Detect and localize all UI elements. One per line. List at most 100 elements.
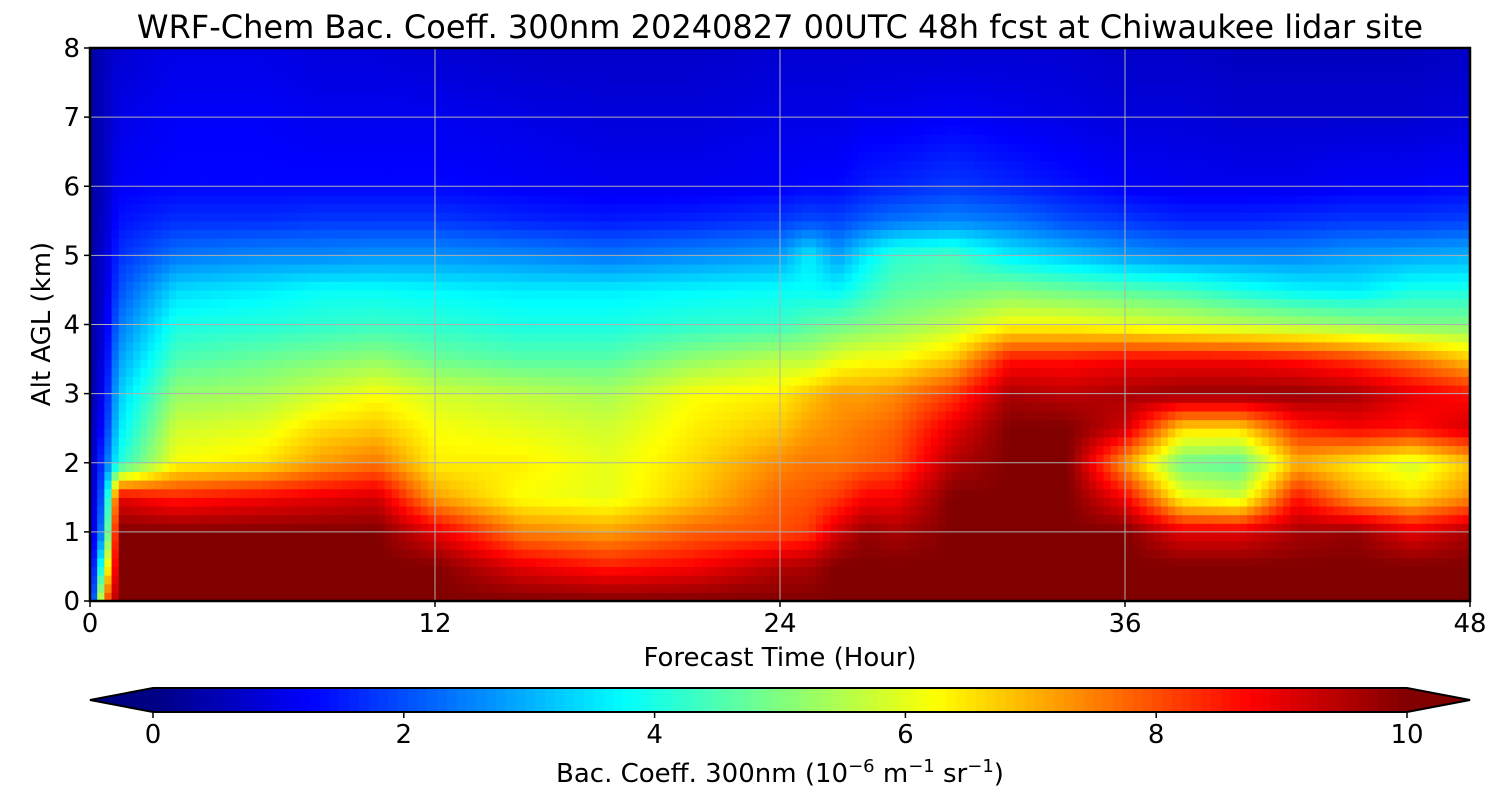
heatmap-cell [600,168,609,179]
heatmap-cell [406,238,415,248]
heatmap-cell [578,281,587,291]
heatmap-cell [255,289,264,300]
heatmap-cell [571,480,580,490]
heatmap-cell [327,177,335,187]
heatmap-cell [499,523,508,533]
heatmap-cell [147,315,156,326]
heatmap-cell [478,402,486,412]
heatmap-cell [399,505,407,516]
heatmap-cell [118,143,127,153]
heatmap-cell [219,333,228,343]
heatmap-cell [413,186,422,196]
heatmap-cell [334,359,343,369]
heatmap-cell [190,73,199,84]
heatmap-cell [298,315,307,326]
heatmap-cell [284,410,292,421]
heatmap-cell [391,428,400,438]
heatmap-cell [197,177,206,187]
heatmap-cell [593,229,601,239]
heatmap-cell [233,99,242,110]
heatmap-cell [233,359,242,369]
heatmap-cell [621,384,630,395]
heatmap-cell [427,298,436,308]
heatmap-cell [327,307,335,317]
heatmap-cell [276,99,285,110]
heatmap-cell [456,514,465,524]
heatmap-cell [363,65,371,75]
heatmap-cell [406,99,415,110]
heatmap-cell [420,514,429,524]
heatmap-cell [226,523,235,533]
heatmap-cell [269,531,278,542]
heatmap-cell [564,212,573,222]
heatmap-cell [269,220,278,231]
heatmap-cell [176,480,185,490]
heatmap-cell [499,514,508,524]
heatmap-cell [542,134,551,144]
heatmap-cell [463,160,472,170]
heatmap-cell [413,238,422,248]
heatmap-cell [449,531,458,542]
heatmap-cell [578,246,587,256]
heatmap-cell [97,281,105,291]
heatmap-cell [550,471,558,481]
heatmap-cell [255,488,264,498]
heatmap-cell [370,583,379,593]
heatmap-cell [176,238,185,248]
heatmap-cell [320,186,328,196]
heatmap-cell [442,143,450,153]
heatmap-cell [435,471,443,481]
heatmap-cell [262,298,271,308]
heatmap-cell [118,177,127,187]
heatmap-cell [514,402,522,412]
heatmap-cell [327,583,335,593]
heatmap-cell [327,298,335,308]
heatmap-cell [248,281,256,291]
heatmap-cell [298,73,307,84]
heatmap-cell [197,168,206,179]
heatmap-cell [327,350,335,360]
heatmap-cell [104,203,113,213]
heatmap-cell [341,557,350,568]
heatmap-cell [521,125,530,136]
heatmap-cell [413,160,422,170]
heatmap-cell [485,298,494,308]
heatmap-cell [240,212,249,222]
heatmap-cell [291,557,300,568]
heatmap-cell [370,557,379,568]
heatmap-cell [600,557,609,568]
heatmap-cell [571,350,580,360]
heatmap-cell [334,65,343,75]
heatmap-cell [478,143,486,153]
heatmap-cell [399,108,407,118]
heatmap-cell [276,575,285,585]
heatmap-cell [600,264,609,274]
heatmap-cell [176,315,185,326]
heatmap-cell [176,445,185,455]
heatmap-cell [355,255,364,265]
heatmap-cell [470,367,479,377]
heatmap-cell [269,324,278,334]
heatmap-cell [492,557,501,568]
heatmap-cell [255,212,264,222]
heatmap-cell [298,341,307,352]
heatmap-cell [370,177,379,187]
heatmap-cell [255,428,264,438]
heatmap-cell [205,186,213,196]
heatmap-cell [406,350,415,360]
heatmap-cell [312,160,321,170]
heatmap-cell [183,151,192,161]
heatmap-cell [363,186,371,196]
heatmap-cell [104,471,113,481]
heatmap-cell [557,134,565,144]
heatmap-cell [370,298,379,308]
heatmap-cell [212,419,220,429]
heatmap-cell [161,540,170,550]
heatmap-cell [133,194,141,205]
heatmap-cell [564,151,573,161]
heatmap-cell [499,160,508,170]
heatmap-cell [585,108,594,118]
heatmap-cell [176,410,185,421]
heatmap-cell [161,117,170,127]
heatmap-cell [262,359,271,369]
